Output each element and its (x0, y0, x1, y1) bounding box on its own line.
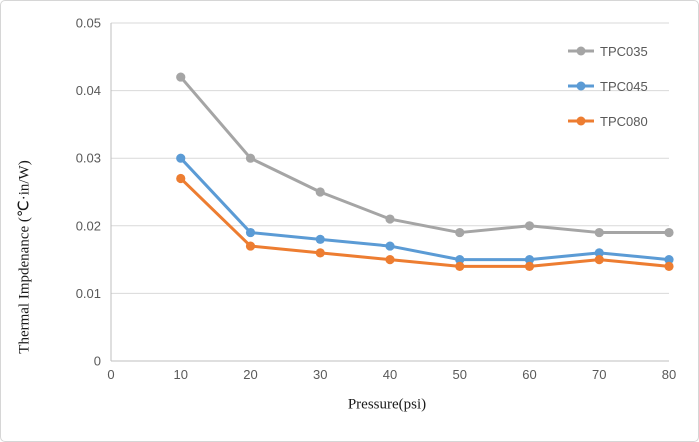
x-tick-label: 20 (243, 367, 257, 382)
legend: TPC035 TPC045 TPC080 (568, 43, 648, 129)
data-point-marker (664, 261, 674, 271)
data-point-marker (245, 153, 256, 163)
data-point-marker (594, 248, 604, 258)
x-tick-label: 0 (107, 367, 114, 382)
data-point-marker (524, 255, 535, 265)
data-point-marker (245, 227, 256, 238)
data-point-marker (176, 173, 186, 184)
y-tick-label: 0.05 (76, 16, 101, 31)
data-point-marker (385, 214, 395, 224)
legend-marker-icon (568, 116, 594, 126)
data-point-marker (385, 255, 395, 265)
data-point-marker (176, 72, 186, 82)
y-axis-title: Thermal Impdenance (℃·in/W) (16, 160, 33, 354)
x-tick-label: 50 (453, 367, 467, 382)
data-point-marker (594, 227, 604, 238)
series-TPC045 (176, 153, 674, 265)
data-point-marker (455, 261, 465, 271)
x-tick-label: 40 (383, 367, 397, 382)
x-tick-label: 60 (522, 367, 536, 382)
y-tick-label: 0.03 (76, 151, 101, 166)
data-point-marker (315, 234, 325, 244)
legend-label: TPC045 (600, 78, 648, 94)
x-tick-label: 10 (174, 367, 188, 382)
x-tick-label: 70 (592, 367, 606, 382)
x-axis-title: Pressure(psi) (347, 396, 427, 413)
legend-item-TPC035: TPC035 (568, 43, 648, 59)
x-tick-label: 30 (313, 367, 327, 382)
legend-item-TPC080: TPC080 (568, 113, 648, 129)
y-tick-label: 0.02 (76, 218, 101, 233)
series-line (179, 176, 671, 268)
data-point-marker (315, 248, 325, 258)
y-tick-label: 0.01 (76, 286, 101, 301)
data-point-marker (385, 241, 395, 251)
series-line (179, 75, 671, 235)
y-tick-label: 0.04 (76, 83, 101, 98)
data-point-marker (455, 255, 465, 265)
y-tick-label: 0 (94, 354, 101, 369)
series-TPC080 (176, 173, 674, 271)
data-point-marker (245, 241, 256, 251)
legend-label: TPC080 (600, 113, 648, 129)
series-TPC035 (176, 72, 674, 238)
data-point-marker (524, 261, 535, 271)
legend-marker-icon (568, 46, 594, 56)
legend-marker-icon (568, 81, 594, 91)
data-point-marker (594, 255, 604, 265)
data-point-marker (664, 227, 674, 238)
x-tick-label: 80 (662, 367, 676, 382)
legend-label: TPC035 (600, 43, 648, 59)
legend-item-TPC045: TPC045 (568, 78, 648, 94)
data-point-marker (455, 227, 465, 238)
data-point-marker (315, 187, 325, 197)
data-point-marker (664, 255, 674, 265)
data-point-marker (176, 153, 186, 163)
data-point-marker (524, 221, 535, 231)
series-line (179, 156, 671, 262)
